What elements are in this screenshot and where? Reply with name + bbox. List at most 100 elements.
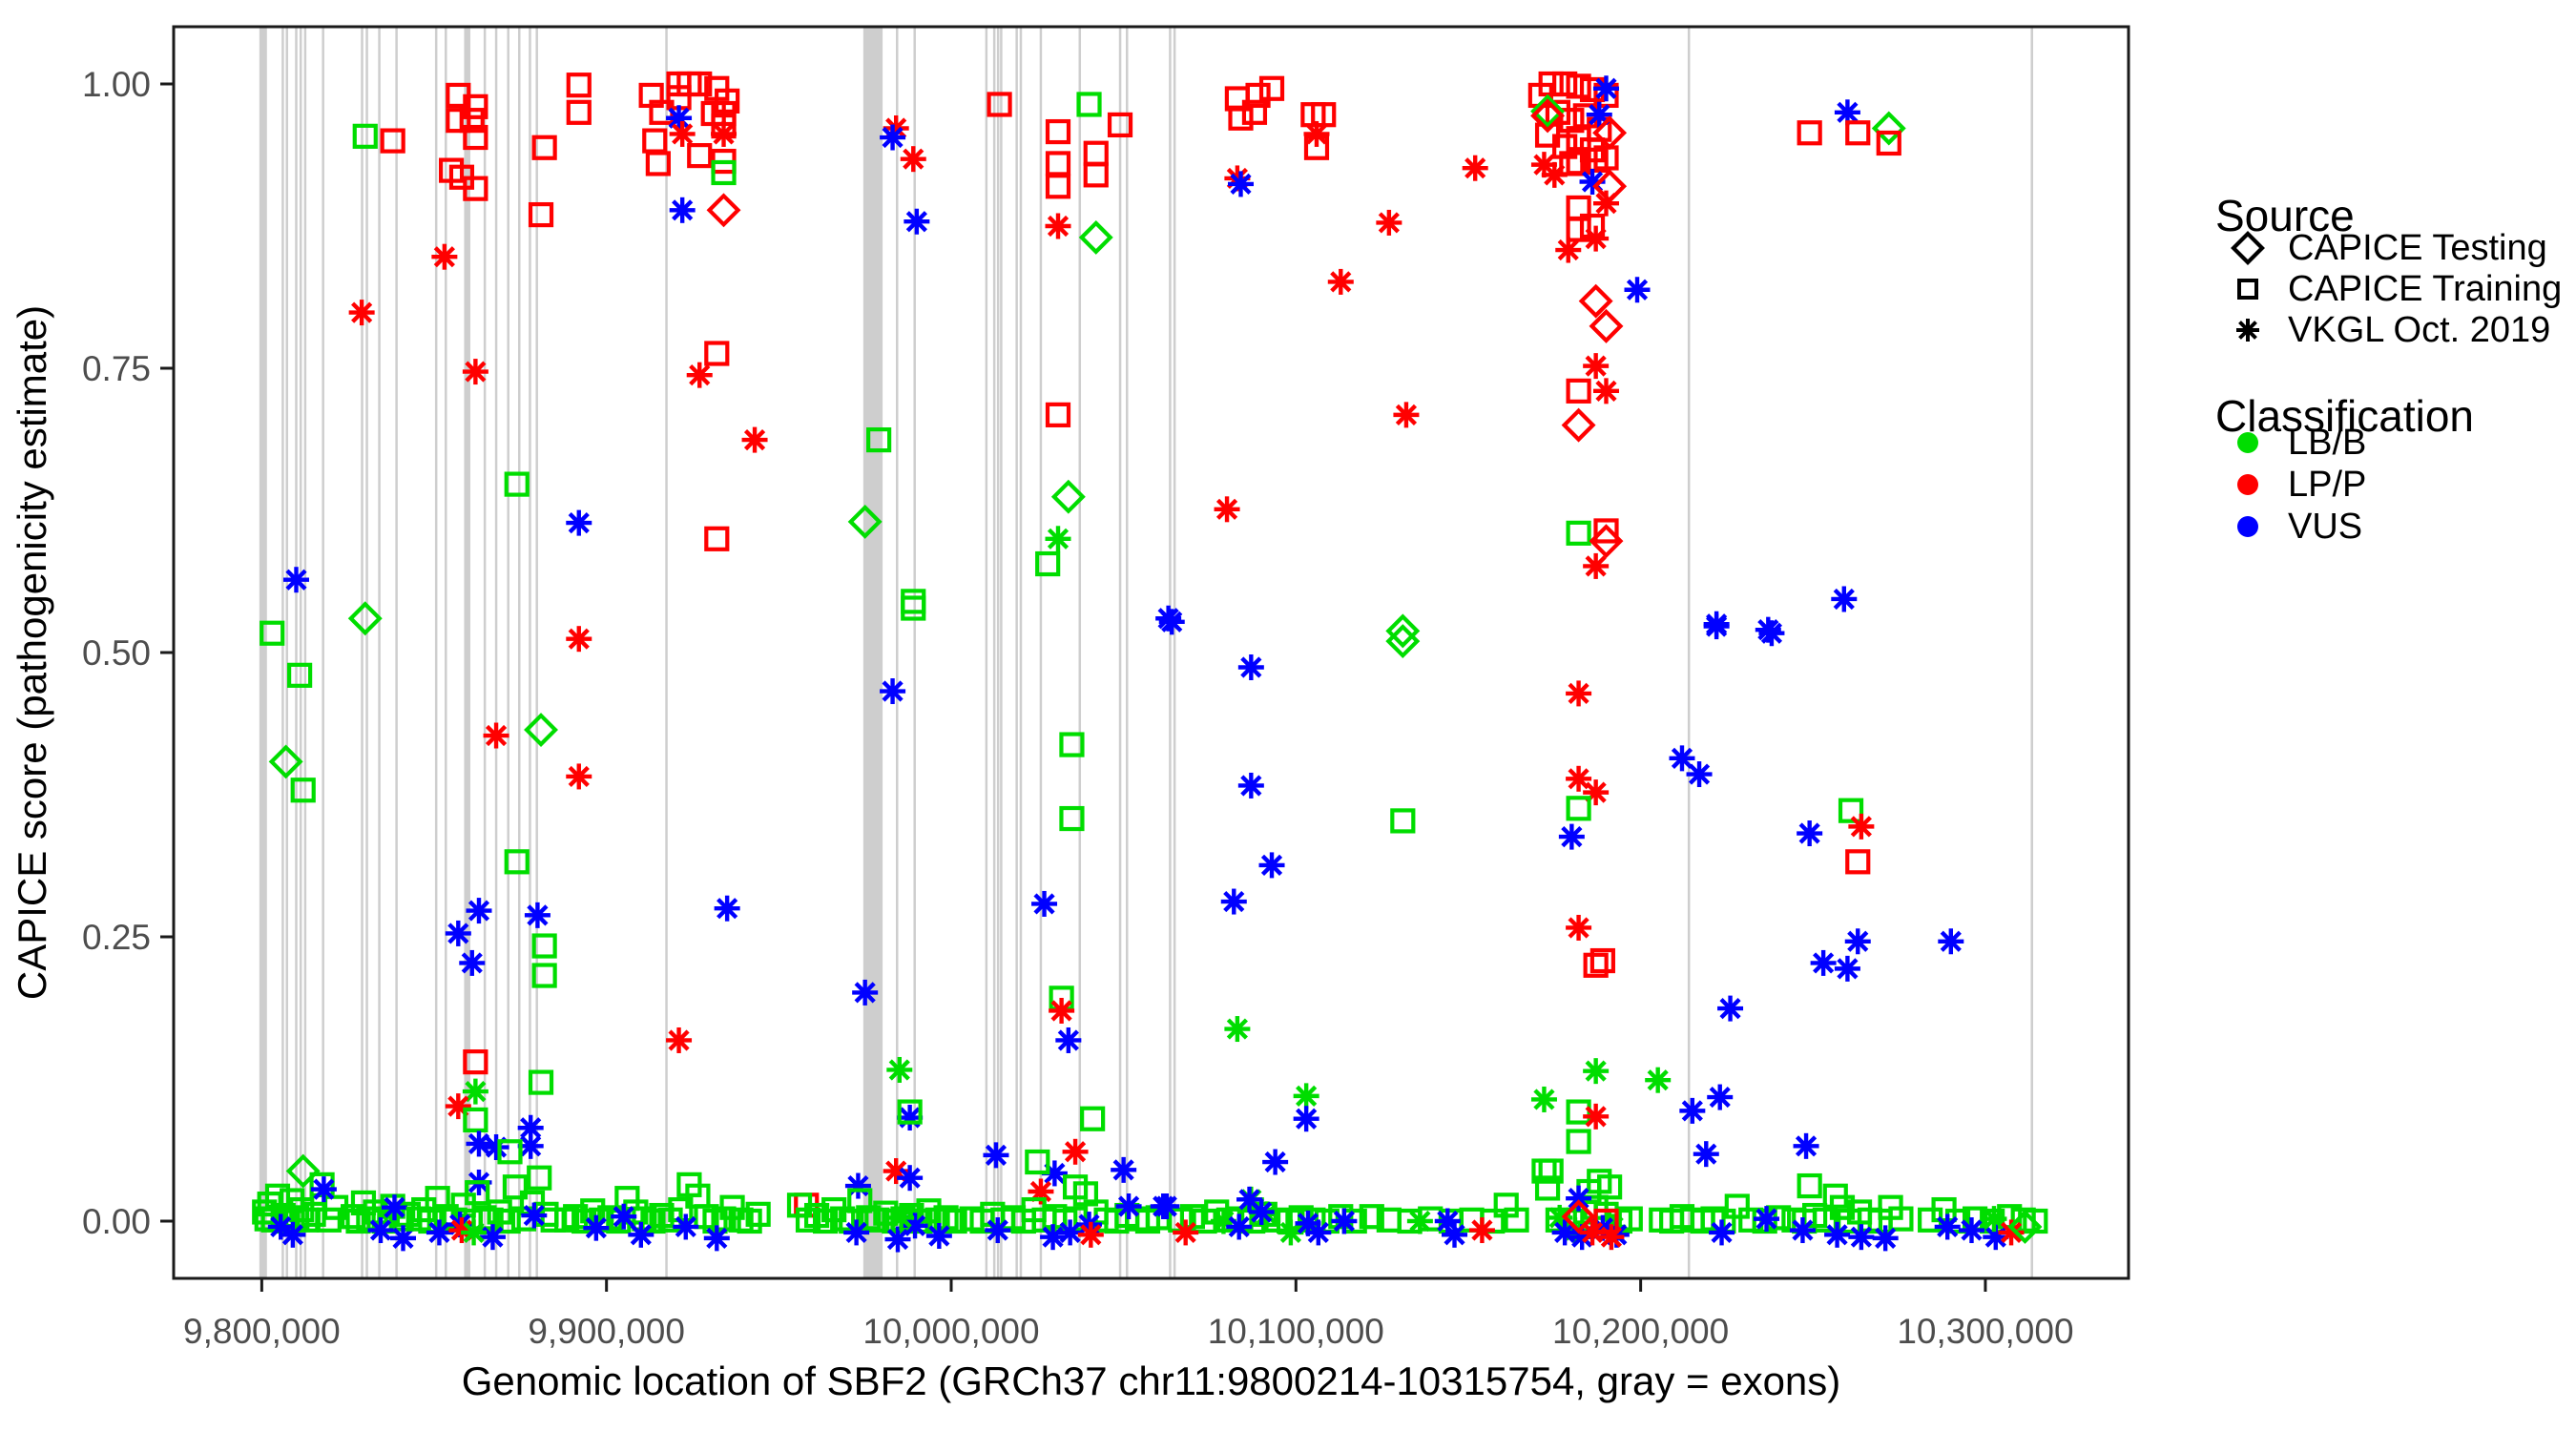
data-point-asterisk [282, 567, 309, 593]
data-point-asterisk [1214, 496, 1240, 523]
data-point-asterisk [1686, 761, 1713, 788]
data-point-asterisk [431, 243, 458, 270]
data-point-square [380, 128, 405, 154]
data-point-square [1359, 1204, 1384, 1230]
data-point-square [463, 93, 488, 119]
exon-band [996, 27, 1000, 1278]
data-point-asterisk [1111, 1156, 1137, 1183]
data-point-asterisk [1583, 353, 1610, 380]
data-point-asterisk [367, 1217, 394, 1244]
data-point-asterisk [1158, 609, 1185, 635]
data-point-asterisk [1586, 101, 1612, 128]
exon-band [1687, 27, 1691, 1278]
data-point-asterisk [673, 1213, 699, 1240]
data-point-asterisk [711, 120, 737, 147]
data-point-square [465, 1180, 490, 1206]
data-point-asterisk [1237, 653, 1264, 680]
x-tick-label: 9,900,000 [528, 1312, 685, 1351]
exon-band [295, 27, 298, 1278]
data-point-asterisk [1789, 1217, 1816, 1244]
data-point-asterisk [1848, 1224, 1875, 1251]
data-point-asterisk [1077, 1221, 1104, 1248]
data-point-asterisk [888, 1204, 915, 1231]
data-point-square [1245, 82, 1271, 109]
data-point-square [1845, 120, 1871, 146]
exon-band [985, 27, 988, 1278]
data-point-square [531, 135, 557, 160]
data-point-square [1552, 71, 1578, 97]
data-point-square [1797, 120, 1822, 146]
data-point-asterisk [1555, 237, 1582, 263]
exon-band [1019, 27, 1023, 1278]
exon-band [665, 27, 668, 1278]
data-point-asterisk [1236, 1186, 1263, 1213]
data-point-asterisk [666, 1027, 693, 1053]
data-point-square [1559, 108, 1585, 134]
exon-band [535, 27, 538, 1278]
exon-band [259, 27, 267, 1278]
data-point-square [566, 73, 592, 98]
data-point-square [316, 1207, 342, 1233]
data-point-asterisk [426, 1219, 452, 1246]
data-point-asterisk [1598, 1224, 1625, 1251]
exon-band [529, 27, 531, 1278]
data-point-asterisk [1934, 1213, 1961, 1240]
data-point-asterisk [461, 1219, 488, 1246]
y-tick-label: 0.00 [82, 1202, 151, 1241]
data-point-asterisk [852, 979, 879, 1006]
data-point-square [942, 1208, 967, 1234]
exon-band [285, 27, 288, 1278]
data-point-diamond [1589, 308, 1624, 343]
data-point-diamond [1385, 624, 1421, 659]
data-point-asterisk [390, 1225, 417, 1252]
data-point-asterisk [1793, 1132, 1819, 1159]
data-point-asterisk [459, 949, 486, 976]
x-tick-label: 10,100,000 [1208, 1312, 1384, 1351]
data-point-square [1107, 112, 1133, 138]
data-point-asterisk [1530, 1086, 1557, 1112]
data-point-asterisk [1040, 1224, 1067, 1251]
data-point-asterisk [462, 359, 488, 385]
data-point-asterisk [521, 1202, 548, 1229]
legend-classification-title: Classification [2215, 391, 2474, 441]
data-point-asterisk [445, 1093, 471, 1120]
data-point-asterisk [466, 1130, 492, 1157]
data-point-asterisk [880, 678, 906, 705]
data-point-asterisk [1237, 772, 1264, 798]
data-point-asterisk [483, 1134, 509, 1161]
data-point-square [1876, 130, 1901, 156]
y-tick-label: 0.25 [82, 918, 151, 957]
data-point-asterisk [1797, 820, 1823, 847]
data-point-diamond [1050, 479, 1086, 514]
data-point-asterisk [1153, 1193, 1180, 1220]
data-point-asterisk [1583, 225, 1610, 252]
data-point-asterisk [1938, 928, 1964, 955]
y-tick-label: 0.75 [82, 349, 151, 388]
data-point-asterisk [1754, 1206, 1780, 1233]
legend-source-item-label: CAPICE Testing [2288, 228, 2547, 268]
data-point-square [1045, 174, 1071, 199]
data-point-square [987, 92, 1012, 117]
data-point-diamond [1561, 407, 1596, 443]
data-point-square [528, 201, 554, 228]
data-point-asterisk [1055, 1027, 1082, 1053]
data-point-diamond [1592, 115, 1628, 151]
data-point-square [459, 108, 485, 134]
data-point-asterisk [1758, 620, 1785, 647]
data-point-square [1845, 849, 1871, 875]
data-point-square [1566, 378, 1591, 404]
data-point-asterisk [1566, 765, 1592, 792]
data-point-asterisk [583, 1214, 610, 1241]
data-point-square [687, 142, 713, 169]
data-point-square [1566, 73, 1591, 99]
data-point-asterisk [466, 898, 492, 924]
data-point-asterisk [1049, 997, 1075, 1024]
data-point-asterisk [381, 1194, 407, 1221]
data-point-asterisk [880, 124, 906, 151]
legend-key-dot [2237, 516, 2258, 537]
x-tick-label: 9,800,000 [183, 1312, 341, 1351]
data-point-square [352, 123, 378, 149]
data-point-diamond [1589, 524, 1624, 559]
data-point-square [1059, 805, 1085, 832]
